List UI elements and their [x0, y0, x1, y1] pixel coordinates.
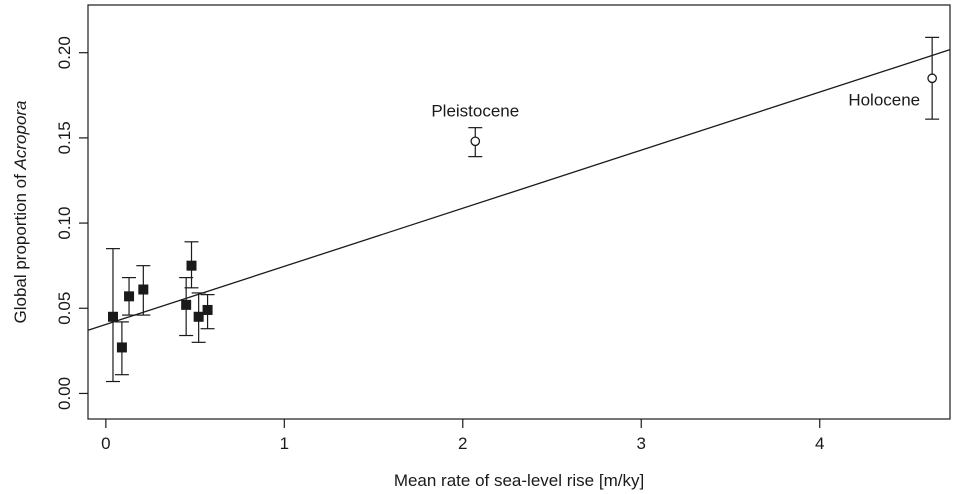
- x-tick-label: 0: [101, 434, 110, 453]
- data-point-circle: [470, 136, 481, 147]
- y-axis: 0.00 0.05 0.10 0.15 0.20: [55, 36, 88, 410]
- y-tick-label: 0.15: [55, 121, 74, 154]
- data-point-square: [116, 342, 127, 353]
- regression-line-layer: [87, 49, 951, 331]
- data-point-square: [186, 260, 197, 271]
- data-point-square: [124, 291, 135, 302]
- x-tick-label: 1: [280, 434, 289, 453]
- data-point-square: [193, 311, 204, 322]
- data-point-square: [107, 311, 118, 322]
- plot-area-frame: [87, 4, 951, 420]
- x-tick-label: 4: [815, 434, 824, 453]
- x-tick-label: 3: [637, 434, 646, 453]
- data-point-circle: [927, 73, 938, 84]
- y-tick-label: 0.00: [55, 377, 74, 410]
- data-point-square: [202, 304, 213, 315]
- x-tick-label: 2: [458, 434, 467, 453]
- y-tick-label: 0.10: [55, 207, 74, 240]
- data-point-square: [138, 284, 149, 295]
- data-point-square: [181, 299, 192, 310]
- y-tick-label: 0.20: [55, 36, 74, 69]
- y-axis-title-italic: Acropora: [11, 100, 30, 170]
- data-points-layer: Pleistocene Holocene: [105, 36, 940, 383]
- y-tick-label: 0.05: [55, 292, 74, 325]
- x-axis-title: Mean rate of sea-level rise [m/ky]: [394, 471, 644, 490]
- regression-line: [87, 49, 951, 331]
- point-annotation: Holocene: [848, 90, 920, 109]
- point-annotation: Pleistocene: [431, 101, 519, 120]
- x-axis: 0 1 2 3 4: [101, 419, 824, 453]
- y-axis-title: Global proportion of Acropora: [11, 100, 30, 323]
- y-axis-title-prefix: Global proportion of: [11, 169, 30, 323]
